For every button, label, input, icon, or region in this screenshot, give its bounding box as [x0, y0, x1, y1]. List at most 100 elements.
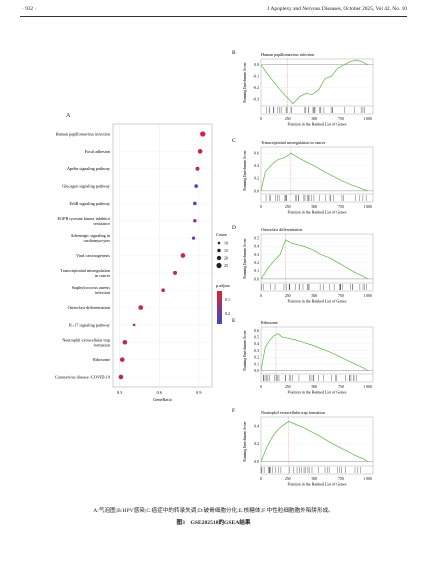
panel-a-dot: [180, 253, 186, 258]
gsea-panel-title: Ribosome: [261, 320, 278, 325]
gsea-x-tick: 0: [260, 294, 262, 298]
gsea-x-tick: 0: [260, 205, 262, 209]
panel-a-dot: [200, 131, 206, 137]
panel-a-category-label: Glucagon signaling pathway: [62, 184, 111, 189]
gsea-y-tick: 0.1: [254, 362, 259, 366]
gsea-y-tick: 0.0: [254, 63, 259, 67]
panel-a-dot: [197, 149, 203, 154]
gsea-x-tick: 500: [311, 385, 317, 389]
panel-a-category-label: Human papillomavirus infection: [56, 132, 111, 137]
gsea-panel-e: E Ribosome 0.0 0.1 0.2 0.3 0.4 0.5 0.6 0 250 500 750…: [232, 318, 374, 395]
gsea-y-tick: 0.5: [254, 236, 259, 240]
panel-a-dot: [138, 305, 144, 310]
panel-a-category-label: Staphylococcus aureus: [72, 285, 111, 290]
gsea-x-tick: 500: [311, 294, 317, 298]
panel-a-dot: [132, 323, 136, 327]
legend-count-dot: [217, 248, 221, 253]
gsea-y-tick: 0.2: [254, 442, 259, 446]
panel-a-dot: [193, 219, 197, 223]
gsea-panel-f: F Neutrophil extracellular trap formation…: [232, 408, 374, 487]
panel-a-dot: [173, 270, 178, 275]
gsea-y-tick: 0.4: [254, 342, 259, 346]
legend-color-title: p.adjust: [216, 283, 231, 288]
panel-a-category-label: Adrenergic signaling in: [71, 233, 111, 238]
gsea-x-tick: 500: [311, 117, 317, 121]
panel-a-dot: [194, 184, 198, 188]
gsea-y-tick: 0.3: [254, 253, 259, 257]
gsea-x-tick: 750: [338, 117, 344, 121]
panel-a-dot: [118, 374, 124, 380]
gsea-x-tick: 1 000: [363, 117, 372, 121]
gsea-y-tick: -0.1: [253, 75, 259, 79]
gsea-y-tick: 0.6: [254, 329, 259, 333]
panel-a-dot: [195, 166, 200, 171]
gsea-x-tick: 750: [338, 385, 344, 389]
figure-caption-title: 图3 GSE202518的GSEA结果: [176, 520, 251, 526]
panel-a-category-label: Coronavirus disease -COVID-19: [55, 375, 110, 380]
gsea-y-tick: -0.3: [253, 98, 259, 102]
gsea-panel-title: Human papillomavirus infection: [261, 52, 314, 57]
panel-a-category-label: ErbB signaling pathway: [70, 201, 111, 206]
gsea-panel-label: E: [232, 318, 236, 324]
gsea-panel-c: C Transcriptional misregulation in cancer…: [232, 138, 374, 215]
gsea-y-tick: 0.2: [254, 177, 259, 181]
gsea-x-tick: 250: [285, 205, 291, 209]
panel-a-dot: [119, 357, 125, 362]
gsea-y-tick: 0.4: [254, 245, 259, 249]
gsea-y-tick: 0.1: [254, 269, 259, 273]
panel-a-x-tick: 0.3: [117, 390, 122, 395]
journal-header: J Apoplexy and Nervous Diseases, October…: [267, 6, 407, 12]
panel-a-x-axis-label: GeneRatio: [153, 397, 173, 402]
gsea-running-score-line: [260, 59, 368, 105]
gsea-panel-label: B: [232, 50, 236, 56]
gsea-y-tick: 0.4: [254, 424, 259, 428]
gsea-x-axis-label: Position in the Ranked List of Genes: [288, 482, 347, 487]
page-number: · 932 ·: [22, 6, 37, 12]
legend-count-dot: [216, 262, 222, 269]
gsea-plot-frame: [260, 326, 374, 383]
gsea-x-tick: 0: [260, 385, 262, 389]
gsea-x-tick: 0: [260, 477, 262, 481]
gsea-x-tick: 750: [338, 294, 344, 298]
panel-a-dot: [161, 288, 165, 293]
gsea-y-tick: 0.0: [254, 189, 259, 193]
gsea-panel-title: Osteoclast differentiation: [261, 227, 302, 232]
gsea-y-tick: 0.0: [254, 460, 259, 464]
gsea-y-axis-label: Running Enrichment Score: [243, 238, 247, 279]
gsea-x-tick: 250: [285, 385, 291, 389]
gsea-y-tick: 0.0: [254, 369, 259, 373]
gsea-y-tick: 0.0: [254, 277, 259, 281]
gsea-plot-frame: [260, 146, 374, 203]
panel-a-category-label: Ribosome: [93, 357, 110, 362]
header-rule: [20, 16, 407, 17]
gsea-y-tick: 0.6: [254, 152, 259, 156]
gsea-y-axis-label: Running Enrichment Score: [243, 62, 247, 103]
panel-a-category-label: Viral carcinogenesis: [76, 253, 110, 258]
gsea-panel-title: Neutrophil extracellular trap formation: [261, 410, 325, 415]
gsea-y-tick: 0.4: [254, 164, 259, 168]
legend-color-bar: [217, 291, 222, 324]
panel-a-dot: [191, 236, 196, 240]
gsea-x-tick: 250: [285, 294, 291, 298]
gsea-running-score-line: [260, 239, 368, 280]
legend-count-dot: [216, 255, 222, 261]
gsea-y-tick: 0.2: [254, 261, 259, 265]
gsea-y-tick: -0.2: [253, 86, 259, 90]
legend-color-tick: 0.1: [225, 297, 230, 302]
gsea-y-tick: 0.3: [254, 349, 259, 353]
legend-count-value: 25: [224, 263, 228, 268]
gsea-y-tick: 0.2: [254, 356, 259, 360]
gsea-panel-label: C: [232, 138, 236, 144]
panel-a-category-label: IL-17 signaling pathway: [69, 322, 111, 327]
gsea-x-tick: 1 000: [363, 294, 372, 298]
panel-a-category-label: infection: [95, 290, 111, 295]
gsea-x-tick: 250: [285, 117, 291, 121]
gsea-x-tick: 250: [285, 477, 291, 481]
gsea-x-tick: 750: [338, 205, 344, 209]
gsea-plot-frame: [260, 416, 374, 475]
gsea-y-tick: 0.5: [254, 335, 259, 339]
panel-a-category-label: Neutrophil extracellular trap: [62, 337, 110, 342]
panel-a-dot: [122, 339, 128, 345]
panel-a-category-label: EGFR tyrosine kinase inhibitor: [58, 216, 111, 221]
